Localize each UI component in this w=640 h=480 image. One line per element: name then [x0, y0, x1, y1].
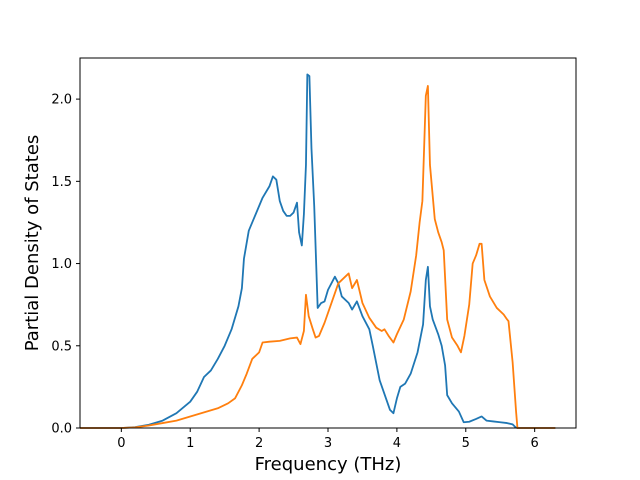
y-tick-label: 2.0 — [51, 93, 72, 108]
y-axis-label: Partial Density of States — [22, 135, 43, 352]
x-tick-label: 4 — [393, 436, 401, 451]
x-tick-label: 3 — [324, 436, 332, 451]
x-tick-label: 6 — [531, 436, 539, 451]
y-axis-ticks: 0.0 0.5 1.0 1.5 2.0 — [51, 93, 80, 437]
x-tick-label: 0 — [117, 436, 125, 451]
series-line-2 — [80, 85, 556, 429]
series-layer — [80, 73, 556, 429]
x-tick-label: 2 — [255, 436, 263, 451]
y-tick-label: 1.5 — [51, 175, 72, 190]
x-axis-label: Frequency (THz) — [255, 454, 402, 475]
y-tick-label: 0.5 — [51, 339, 72, 354]
series-line-1 — [80, 73, 556, 429]
x-axis-ticks: 0 1 2 3 4 5 6 — [117, 428, 539, 451]
y-tick-label: 0.0 — [51, 422, 72, 437]
x-tick-label: 1 — [186, 436, 194, 451]
x-tick-label: 5 — [462, 436, 470, 451]
y-tick-label: 1.0 — [51, 257, 72, 272]
